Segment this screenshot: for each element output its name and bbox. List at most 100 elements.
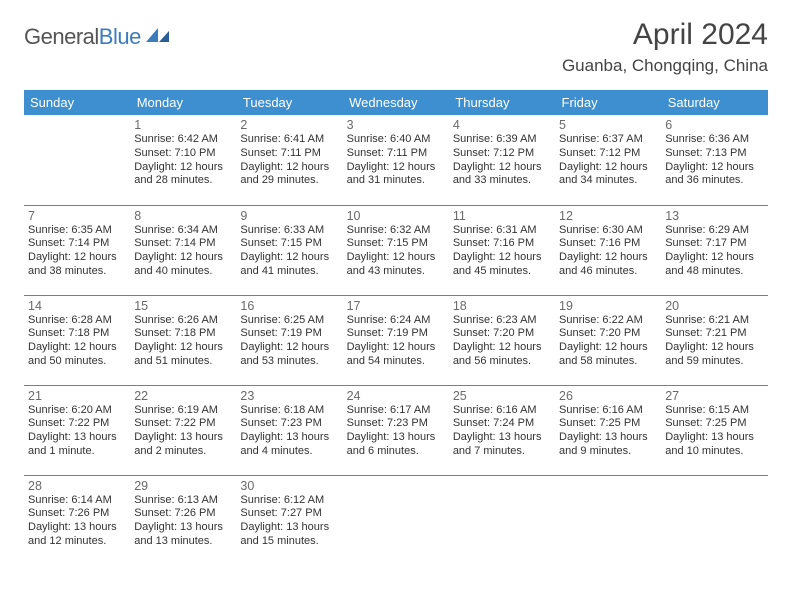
day-header: Saturday <box>661 90 767 115</box>
day-number: 23 <box>240 389 338 403</box>
calendar-table: SundayMondayTuesdayWednesdayThursdayFrid… <box>24 90 768 565</box>
calendar-day: 1Sunrise: 6:42 AMSunset: 7:10 PMDaylight… <box>130 115 236 205</box>
day-number: 18 <box>453 299 551 313</box>
sunset-line: Sunset: 7:18 PM <box>134 327 232 341</box>
sunset-line: Sunset: 7:24 PM <box>453 417 551 431</box>
sunrise-line: Sunrise: 6:22 AM <box>559 314 657 328</box>
day-number: 24 <box>347 389 445 403</box>
sunset-line: Sunset: 7:15 PM <box>347 237 445 251</box>
calendar-day: 20Sunrise: 6:21 AMSunset: 7:21 PMDayligh… <box>661 295 767 385</box>
day-number: 21 <box>28 389 126 403</box>
day-number: 26 <box>559 389 657 403</box>
daylight-line: Daylight: 12 hours and 41 minutes. <box>240 251 338 279</box>
calendar-day: 3Sunrise: 6:40 AMSunset: 7:11 PMDaylight… <box>343 115 449 205</box>
calendar-day: 16Sunrise: 6:25 AMSunset: 7:19 PMDayligh… <box>236 295 342 385</box>
sunrise-line: Sunrise: 6:35 AM <box>28 224 126 238</box>
calendar-day: 22Sunrise: 6:19 AMSunset: 7:22 PMDayligh… <box>130 385 236 475</box>
sunset-line: Sunset: 7:26 PM <box>28 507 126 521</box>
sunset-line: Sunset: 7:19 PM <box>240 327 338 341</box>
sunrise-line: Sunrise: 6:16 AM <box>559 404 657 418</box>
day-number: 6 <box>665 118 763 132</box>
calendar-head: SundayMondayTuesdayWednesdayThursdayFrid… <box>24 90 768 115</box>
day-number: 10 <box>347 209 445 223</box>
sunset-line: Sunset: 7:19 PM <box>347 327 445 341</box>
sunrise-line: Sunrise: 6:16 AM <box>453 404 551 418</box>
day-header: Monday <box>130 90 236 115</box>
calendar-day: 14Sunrise: 6:28 AMSunset: 7:18 PMDayligh… <box>24 295 130 385</box>
sunrise-line: Sunrise: 6:32 AM <box>347 224 445 238</box>
calendar-day: 19Sunrise: 6:22 AMSunset: 7:20 PMDayligh… <box>555 295 661 385</box>
sunset-line: Sunset: 7:27 PM <box>240 507 338 521</box>
calendar-day: 11Sunrise: 6:31 AMSunset: 7:16 PMDayligh… <box>449 205 555 295</box>
sunrise-line: Sunrise: 6:28 AM <box>28 314 126 328</box>
calendar-week: 21Sunrise: 6:20 AMSunset: 7:22 PMDayligh… <box>24 385 768 475</box>
daylight-line: Daylight: 12 hours and 33 minutes. <box>453 161 551 189</box>
sunrise-line: Sunrise: 6:12 AM <box>240 494 338 508</box>
calendar-page: GeneralBlue April 2024 Guanba, Chongqing… <box>0 0 792 575</box>
daylight-line: Daylight: 12 hours and 40 minutes. <box>134 251 232 279</box>
sunrise-line: Sunrise: 6:15 AM <box>665 404 763 418</box>
calendar-body: 1Sunrise: 6:42 AMSunset: 7:10 PMDaylight… <box>24 115 768 565</box>
daylight-line: Daylight: 12 hours and 51 minutes. <box>134 341 232 369</box>
calendar-day: 24Sunrise: 6:17 AMSunset: 7:23 PMDayligh… <box>343 385 449 475</box>
daylight-line: Daylight: 13 hours and 15 minutes. <box>240 521 338 549</box>
daylight-line: Daylight: 12 hours and 56 minutes. <box>453 341 551 369</box>
sunset-line: Sunset: 7:21 PM <box>665 327 763 341</box>
sunrise-line: Sunrise: 6:31 AM <box>453 224 551 238</box>
day-number: 12 <box>559 209 657 223</box>
sunrise-line: Sunrise: 6:14 AM <box>28 494 126 508</box>
calendar-day: 27Sunrise: 6:15 AMSunset: 7:25 PMDayligh… <box>661 385 767 475</box>
location-text: Guanba, Chongqing, China <box>562 56 768 76</box>
daylight-line: Daylight: 12 hours and 48 minutes. <box>665 251 763 279</box>
daylight-line: Daylight: 12 hours and 28 minutes. <box>134 161 232 189</box>
sunset-line: Sunset: 7:17 PM <box>665 237 763 251</box>
daylight-line: Daylight: 13 hours and 1 minute. <box>28 431 126 459</box>
calendar-day: 13Sunrise: 6:29 AMSunset: 7:17 PMDayligh… <box>661 205 767 295</box>
day-number: 20 <box>665 299 763 313</box>
daylight-line: Daylight: 12 hours and 50 minutes. <box>28 341 126 369</box>
sunrise-line: Sunrise: 6:29 AM <box>665 224 763 238</box>
calendar-day: 30Sunrise: 6:12 AMSunset: 7:27 PMDayligh… <box>236 475 342 565</box>
calendar-day: 15Sunrise: 6:26 AMSunset: 7:18 PMDayligh… <box>130 295 236 385</box>
calendar-week: 14Sunrise: 6:28 AMSunset: 7:18 PMDayligh… <box>24 295 768 385</box>
sunrise-line: Sunrise: 6:23 AM <box>453 314 551 328</box>
brand-logo: GeneralBlue <box>24 24 171 50</box>
sunrise-line: Sunrise: 6:34 AM <box>134 224 232 238</box>
sunrise-line: Sunrise: 6:19 AM <box>134 404 232 418</box>
calendar-day: 4Sunrise: 6:39 AMSunset: 7:12 PMDaylight… <box>449 115 555 205</box>
daylight-line: Daylight: 12 hours and 31 minutes. <box>347 161 445 189</box>
day-header: Sunday <box>24 90 130 115</box>
day-number: 16 <box>240 299 338 313</box>
daylight-line: Daylight: 12 hours and 43 minutes. <box>347 251 445 279</box>
day-number: 9 <box>240 209 338 223</box>
sunrise-line: Sunrise: 6:40 AM <box>347 133 445 147</box>
sunset-line: Sunset: 7:25 PM <box>665 417 763 431</box>
daylight-line: Daylight: 13 hours and 4 minutes. <box>240 431 338 459</box>
day-number: 1 <box>134 118 232 132</box>
sunset-line: Sunset: 7:25 PM <box>559 417 657 431</box>
calendar-week: 28Sunrise: 6:14 AMSunset: 7:26 PMDayligh… <box>24 475 768 565</box>
month-title: April 2024 <box>562 18 768 52</box>
calendar-week: 7Sunrise: 6:35 AMSunset: 7:14 PMDaylight… <box>24 205 768 295</box>
sunrise-line: Sunrise: 6:18 AM <box>240 404 338 418</box>
daylight-line: Daylight: 12 hours and 34 minutes. <box>559 161 657 189</box>
sail-icon <box>145 26 171 44</box>
day-header: Friday <box>555 90 661 115</box>
daylight-line: Daylight: 12 hours and 45 minutes. <box>453 251 551 279</box>
day-number: 22 <box>134 389 232 403</box>
day-header: Thursday <box>449 90 555 115</box>
sunrise-line: Sunrise: 6:20 AM <box>28 404 126 418</box>
day-number: 11 <box>453 209 551 223</box>
sunset-line: Sunset: 7:22 PM <box>28 417 126 431</box>
day-header: Wednesday <box>343 90 449 115</box>
sunrise-line: Sunrise: 6:21 AM <box>665 314 763 328</box>
sunset-line: Sunset: 7:18 PM <box>28 327 126 341</box>
day-number: 15 <box>134 299 232 313</box>
header-row: GeneralBlue April 2024 Guanba, Chongqing… <box>24 18 768 80</box>
calendar-day: 7Sunrise: 6:35 AMSunset: 7:14 PMDaylight… <box>24 205 130 295</box>
sunrise-line: Sunrise: 6:30 AM <box>559 224 657 238</box>
daylight-line: Daylight: 12 hours and 38 minutes. <box>28 251 126 279</box>
sunset-line: Sunset: 7:23 PM <box>240 417 338 431</box>
calendar-day: 29Sunrise: 6:13 AMSunset: 7:26 PMDayligh… <box>130 475 236 565</box>
calendar-day: 26Sunrise: 6:16 AMSunset: 7:25 PMDayligh… <box>555 385 661 475</box>
